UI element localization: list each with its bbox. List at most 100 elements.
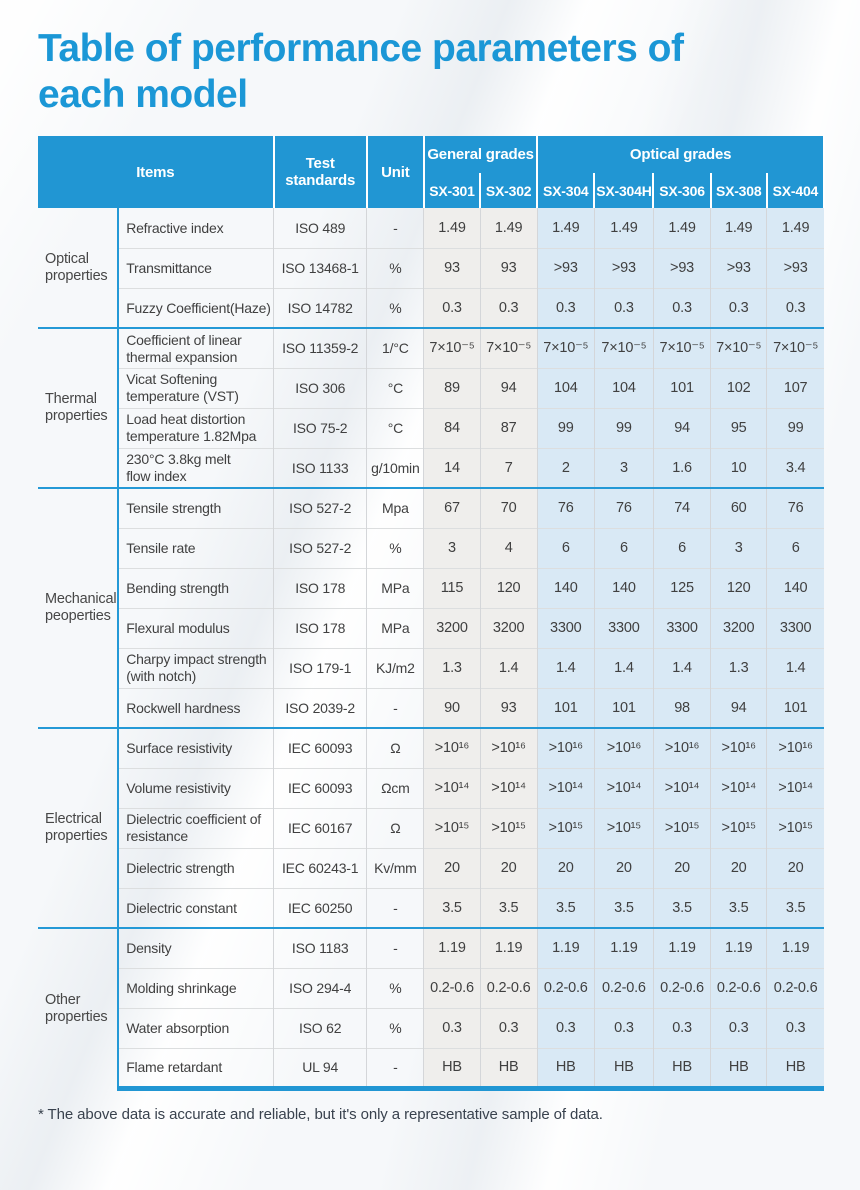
value-cell: >10¹⁵: [593, 807, 654, 849]
value-cell: >10¹⁵: [766, 807, 824, 849]
value-cell: 70: [479, 487, 538, 529]
item-cell: Fuzzy Coefficient(Haze): [117, 287, 274, 329]
value-cell: 1.4: [593, 647, 654, 689]
table-row: Optical properties Refractive index ISO 48…: [38, 208, 824, 284]
page-title: Table of performance parameters of each …: [38, 27, 684, 116]
item-cell: Rockwell hardness: [117, 687, 274, 729]
value-cell: 7×10⁻⁵: [479, 327, 538, 369]
table-row: Dielectric constant IEC 60250-3.5 3.5 3.5 3.…: [38, 887, 824, 929]
value-cell: 98: [652, 687, 711, 729]
header-row-models: SX-301 SX-302 SX-304 SX-304H SX-306 SX-3…: [38, 173, 826, 209]
value-cell: >10¹⁵: [479, 807, 538, 849]
standard-cell: IEC 60093: [273, 767, 367, 809]
item-cell: Vicat Softening temperature (VST): [117, 367, 274, 409]
value-cell: 0.3: [766, 1007, 824, 1049]
value-cell: 1.19: [593, 927, 654, 969]
value-cell: 1.4: [652, 647, 711, 689]
value-cell: 20: [652, 847, 711, 889]
value-cell: 140: [536, 567, 595, 609]
standard-cell: ISO 179-1: [273, 647, 367, 689]
table-row: Bending strength ISO 178 MPa 115 120 140 140 12…: [38, 567, 824, 609]
value-cell: 0.2-0.6: [479, 967, 538, 1009]
value-cell: 94: [479, 367, 538, 409]
table-row: Volume resistivity IEC 60093 Ωcm >10¹⁴ >10¹⁴…: [38, 767, 824, 809]
value-cell: HB: [479, 1047, 538, 1091]
unit-cell: %: [366, 527, 424, 569]
item-cell: Coefficient of linear thermal expansion: [117, 327, 274, 369]
unit-cell: g/10min: [366, 447, 424, 489]
standard-cell: ISO 62: [273, 1007, 367, 1049]
value-cell: 1.49: [652, 208, 711, 249]
value-cell: 1.6: [652, 447, 711, 489]
table-row: Flame retardant UL 94- HB HB HB HB HB HB HB: [38, 1047, 824, 1091]
category-cell: Optical properties: [45, 250, 108, 284]
value-cell: 4: [479, 527, 538, 569]
value-cell: 67: [423, 487, 481, 529]
unit-cell: Ωcm: [366, 767, 424, 809]
unit-cell: -: [366, 887, 424, 929]
value-cell: 0.2-0.6: [710, 967, 767, 1009]
unit-cell: -: [366, 687, 424, 729]
standard-cell: ISO 75-2: [273, 407, 367, 449]
value-cell: 3.5: [536, 887, 595, 929]
value-cell: 3.5: [710, 887, 767, 929]
value-cell: HB: [766, 1047, 824, 1091]
item-cell: Load heat distortion temperature 1.82Mpa: [117, 407, 274, 449]
value-cell: 0.3: [652, 1007, 711, 1049]
table-row: Water absorption ISO 62% 0.3 0.3 0.3 0.3 0.3 0.…: [38, 1007, 824, 1049]
unit-cell: MPa: [366, 567, 424, 609]
unit-cell: Ω: [366, 807, 424, 849]
value-cell: 0.3: [479, 1007, 538, 1049]
value-cell: 89: [423, 367, 481, 409]
unit-cell: °C: [366, 367, 424, 409]
unit-cell: Mpa: [366, 487, 424, 529]
value-cell: 1.19: [652, 927, 711, 969]
standard-cell: ISO 14782: [273, 287, 367, 329]
value-cell: >10¹⁴: [593, 767, 654, 809]
value-cell: 20: [536, 847, 595, 889]
item-cell: Flexural modulus: [117, 607, 274, 649]
value-cell: HB: [423, 1047, 481, 1091]
value-cell: 0.3: [536, 1007, 595, 1049]
value-cell: 1.49: [766, 208, 824, 249]
value-cell: >10¹⁶: [479, 727, 538, 769]
header-optical-grades: Optical grades: [536, 136, 825, 174]
value-cell: 3200: [423, 607, 481, 649]
table-row: Dielectric coefficient of resistance IEC …: [38, 807, 824, 849]
value-cell: 3.5: [766, 887, 824, 929]
value-cell: 99: [766, 407, 824, 449]
value-cell: 6: [652, 527, 711, 569]
unit-cell: 1/°C: [366, 327, 424, 369]
value-cell: 1.19: [479, 927, 538, 969]
value-cell: 140: [766, 567, 824, 609]
value-cell: 107: [766, 367, 824, 409]
unit-cell: %: [366, 967, 424, 1009]
value-cell: 6: [593, 527, 654, 569]
value-cell: 125: [652, 567, 711, 609]
value-cell: 0.3: [652, 287, 711, 329]
value-cell: 1.49: [479, 208, 538, 249]
value-cell: 0.3: [423, 1007, 481, 1049]
value-cell: 1.49: [423, 208, 481, 249]
table-header: Items Test standards Unit General grades…: [38, 136, 826, 209]
header-model-sx-308: SX-308: [709, 173, 768, 209]
value-cell: 0.2-0.6: [423, 967, 481, 1009]
value-cell: >10¹⁴: [710, 767, 767, 809]
table-row: Transmittance ISO 13468-1% 93 93 >93 >93 >93 >9…: [38, 247, 824, 289]
value-cell: 7×10⁻⁵: [536, 327, 595, 369]
value-cell: 7×10⁻⁵: [423, 327, 481, 369]
value-cell: 140: [593, 567, 654, 609]
header-model-sx-304h: SX-304H: [593, 173, 655, 209]
table-row: Thermal properties Coefficient of linear …: [38, 327, 824, 489]
table-row: 230°C 3.8kg melt flow index ISO 1133 g/10m…: [38, 447, 824, 489]
value-cell: 3: [710, 527, 767, 569]
value-cell: 3300: [593, 607, 654, 649]
unit-cell: KJ/m2: [366, 647, 424, 689]
value-cell: 87: [479, 407, 538, 449]
table-row: Tensile rate ISO 527-2% 3 4 6 6 6 3 6: [38, 527, 824, 569]
standard-cell: IEC 60167: [273, 807, 367, 849]
table-row: Flexural modulus ISO 178 MPa 3200 3200 3300 33…: [38, 607, 824, 649]
value-cell: 0.2-0.6: [652, 967, 711, 1009]
value-cell: 115: [423, 567, 481, 609]
value-cell: 0.3: [710, 1007, 767, 1049]
